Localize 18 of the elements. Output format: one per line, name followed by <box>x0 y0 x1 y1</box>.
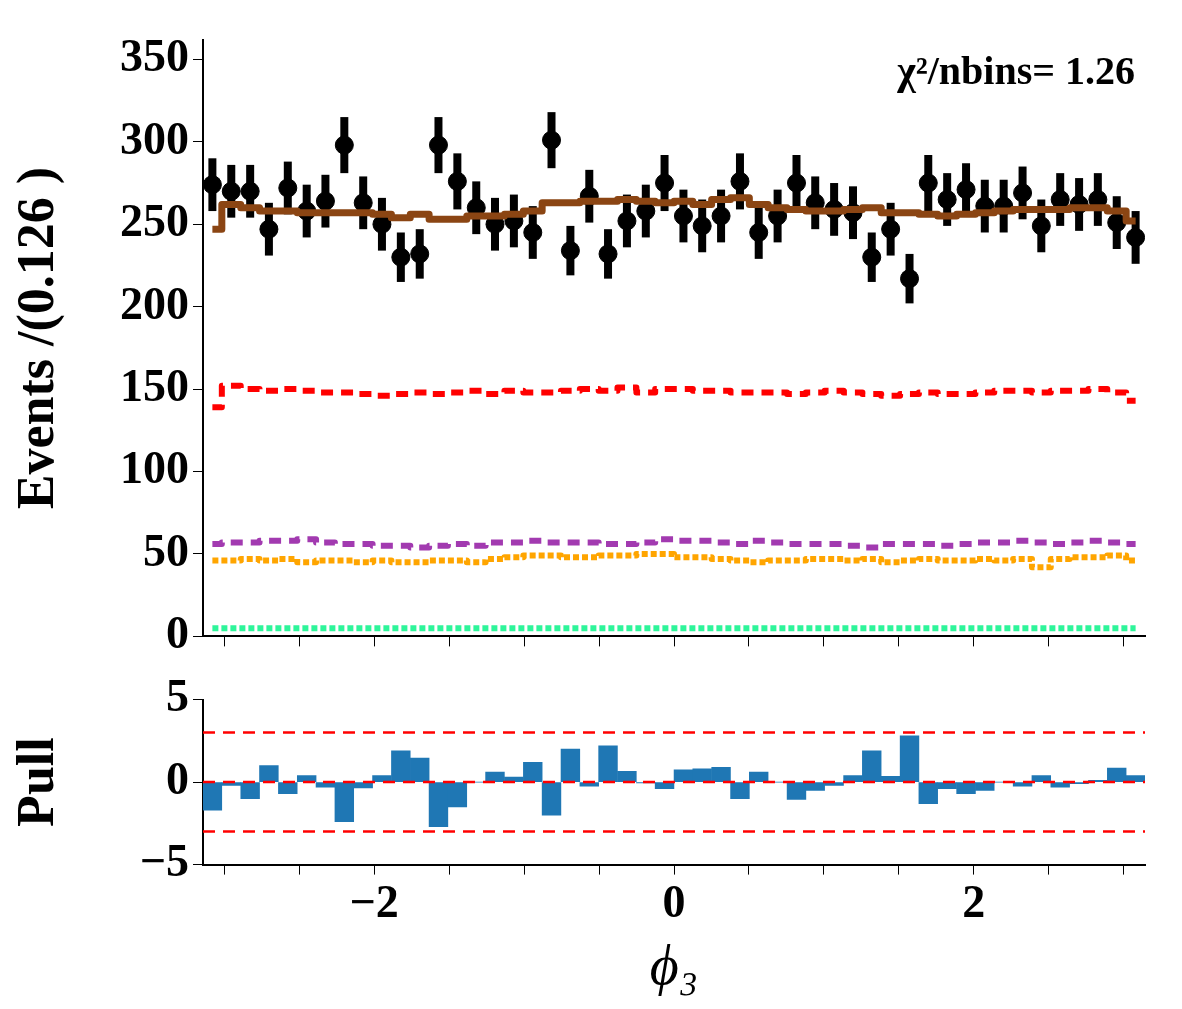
x-tick-label: 0 <box>662 876 686 928</box>
y-axis-title: Events /(0.126 ) <box>6 166 65 510</box>
y-axis-title: Pull <box>6 737 64 827</box>
x-axis-title: ϕ₃ <box>649 934 699 997</box>
y-tick-label: 0 <box>166 607 189 659</box>
y-tick-label: 250 <box>120 195 189 247</box>
y-tick-label: 0 <box>166 752 189 804</box>
x-tick-label: 2 <box>962 876 986 928</box>
y-tick-label: 350 <box>120 30 189 82</box>
x-tick-label: −2 <box>349 876 399 928</box>
y-tick-label: 5 <box>166 670 189 722</box>
y-tick-label: 50 <box>143 524 189 576</box>
y-tick-label: 300 <box>120 112 189 164</box>
annotation: χ²/nbins= 1.26 <box>896 47 1135 93</box>
y-tick-label: 150 <box>120 360 189 411</box>
y-tick-label: −5 <box>139 835 189 887</box>
y-tick-label: 200 <box>120 277 189 329</box>
y-tick-label: 100 <box>120 442 189 494</box>
